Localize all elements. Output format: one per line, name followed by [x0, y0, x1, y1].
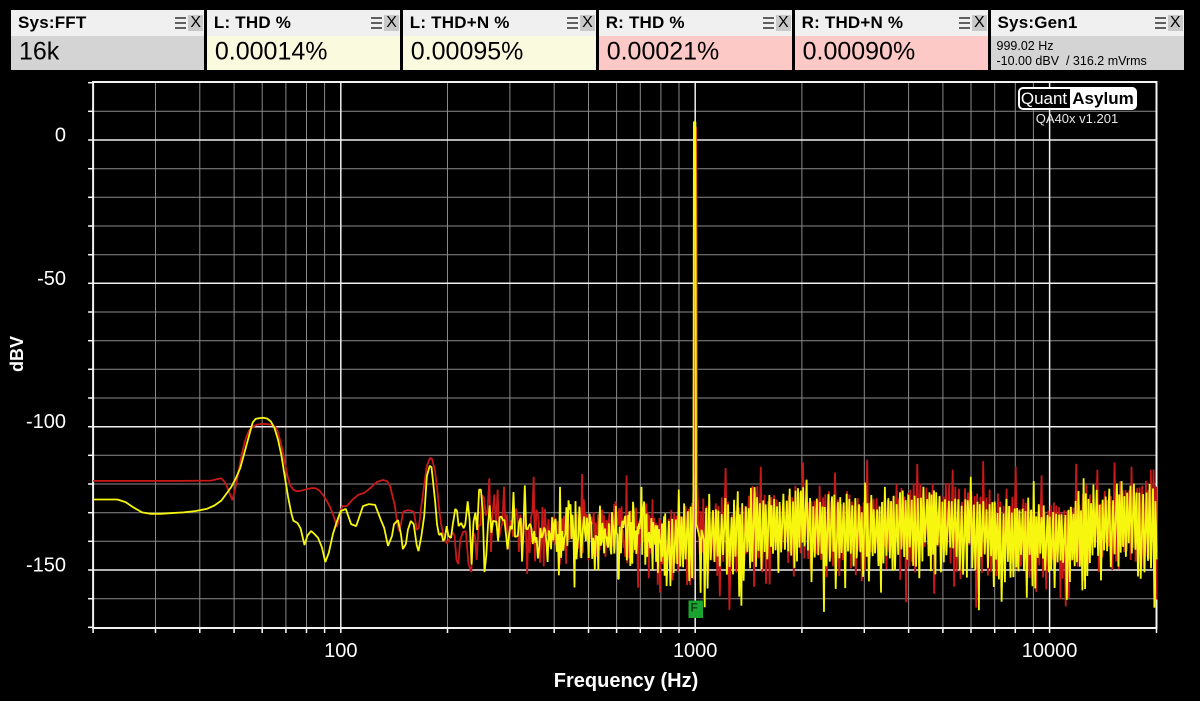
svg-text:-100: -100 — [26, 411, 66, 433]
svg-text:-150: -150 — [26, 555, 66, 577]
svg-text:Frequency (Hz): Frequency (Hz) — [554, 670, 698, 692]
svg-text:Quant: Quant — [1021, 89, 1068, 108]
svg-text:QA40x v1.201: QA40x v1.201 — [1036, 111, 1118, 126]
svg-text:Asylum: Asylum — [1072, 89, 1133, 108]
svg-text:dBV: dBV — [7, 336, 27, 372]
svg-text:-50: -50 — [37, 268, 66, 290]
svg-text:100: 100 — [324, 640, 357, 662]
svg-text:0: 0 — [55, 125, 66, 147]
svg-text:1000: 1000 — [673, 640, 718, 662]
svg-text:10000: 10000 — [1022, 640, 1078, 662]
svg-text:F: F — [691, 601, 698, 615]
